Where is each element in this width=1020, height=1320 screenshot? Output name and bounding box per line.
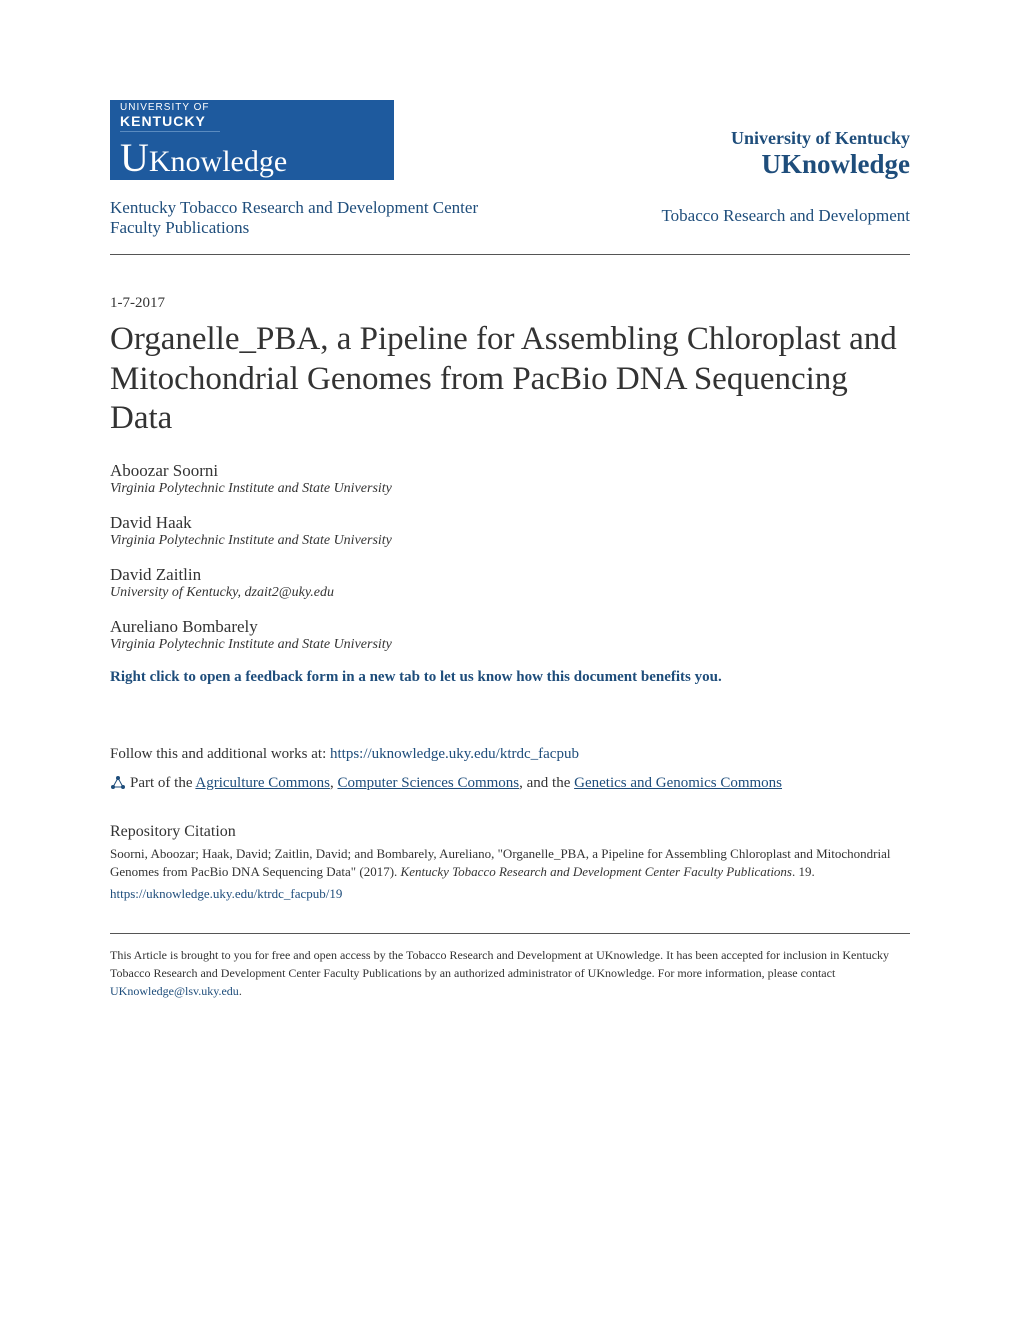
author-name: David Haak	[110, 513, 910, 533]
breadcrumb: Kentucky Tobacco Research and Developmen…	[110, 198, 910, 255]
author-block-1: David Haak Virginia Polytechnic Institut…	[110, 513, 910, 549]
footer-email-link[interactable]: UKnowledge@lsv.uky.edu	[110, 984, 239, 998]
author-affiliation: Virginia Polytechnic Institute and State…	[110, 481, 910, 497]
author-affiliation: Virginia Polytechnic Institute and State…	[110, 637, 910, 653]
article-title: Organelle_PBA, a Pipeline for Assembling…	[110, 320, 910, 439]
citation-text-italic: Kentucky Tobacco Research and Developmen…	[401, 864, 792, 879]
header-brand[interactable]: UKnowledge	[731, 149, 910, 180]
divider	[110, 933, 910, 934]
author-affiliation: University of Kentucky, dzait2@uky.edu	[110, 585, 910, 601]
author-name: David Zaitlin	[110, 565, 910, 585]
footer-text-after: .	[239, 984, 242, 998]
header-right: University of Kentucky UKnowledge	[731, 128, 910, 180]
logo-university-label: UNIVERSITY OF	[120, 102, 384, 113]
breadcrumb-left[interactable]: Kentucky Tobacco Research and Developmen…	[110, 198, 530, 238]
feedback-link[interactable]: Right click to open a feedback form in a…	[110, 669, 910, 686]
author-affiliation: Virginia Polytechnic Institute and State…	[110, 533, 910, 549]
footer-text-before: This Article is brought to you for free …	[110, 948, 889, 980]
breadcrumb-collection-link[interactable]: Kentucky Tobacco Research and Developmen…	[110, 198, 478, 237]
breadcrumb-parent-link[interactable]: Tobacco Research and Development	[661, 206, 910, 225]
commons-link-genetics[interactable]: Genetics and Genomics Commons	[574, 775, 782, 791]
author-block-2: David Zaitlin University of Kentucky, dz…	[110, 565, 910, 601]
follow-url[interactable]: https://uknowledge.uky.edu/ktrdc_facpub	[330, 746, 579, 762]
follow-section: Follow this and additional works at: htt…	[110, 746, 910, 763]
header-university[interactable]: University of Kentucky	[731, 128, 910, 149]
footer-text: This Article is brought to you for free …	[110, 946, 910, 1000]
logo-big-u: U	[120, 135, 149, 180]
logo-brand: UKnowledge	[120, 134, 384, 181]
commons-sep2: , and the	[519, 775, 574, 791]
author-block-3: Aureliano Bombarely Virginia Polytechnic…	[110, 617, 910, 653]
header-row: UNIVERSITY OF KENTUCKY UKnowledge Univer…	[110, 100, 910, 180]
document-page: UNIVERSITY OF KENTUCKY UKnowledge Univer…	[0, 0, 1020, 1060]
author-name: Aboozar Soorni	[110, 461, 910, 481]
logo-knowledge: Knowledge	[149, 145, 287, 178]
commons-prefix: Part of the	[130, 775, 195, 791]
uknowledge-logo[interactable]: UNIVERSITY OF KENTUCKY UKnowledge	[110, 100, 394, 180]
logo-kentucky-label: KENTUCKY	[120, 113, 220, 132]
citation-link[interactable]: https://uknowledge.uky.edu/ktrdc_facpub/…	[110, 886, 342, 901]
breadcrumb-right[interactable]: Tobacco Research and Development	[661, 198, 910, 226]
author-name: Aureliano Bombarely	[110, 617, 910, 637]
citation-text-after: . 19.	[792, 864, 815, 879]
feedback-link-text[interactable]: Right click to open a feedback form in a…	[110, 669, 722, 685]
follow-prefix: Follow this and additional works at:	[110, 746, 330, 762]
author-block-0: Aboozar Soorni Virginia Polytechnic Inst…	[110, 461, 910, 497]
commons-link-cs[interactable]: Computer Sciences Commons	[337, 775, 519, 791]
commons-row: Part of the Agriculture Commons, Compute…	[110, 771, 910, 795]
commons-link-agriculture[interactable]: Agriculture Commons	[195, 775, 330, 791]
publication-date: 1-7-2017	[110, 295, 910, 312]
network-icon	[110, 775, 126, 791]
citation-heading: Repository Citation	[110, 823, 910, 841]
citation-text: Soorni, Aboozar; Haak, David; Zaitlin, D…	[110, 845, 910, 881]
